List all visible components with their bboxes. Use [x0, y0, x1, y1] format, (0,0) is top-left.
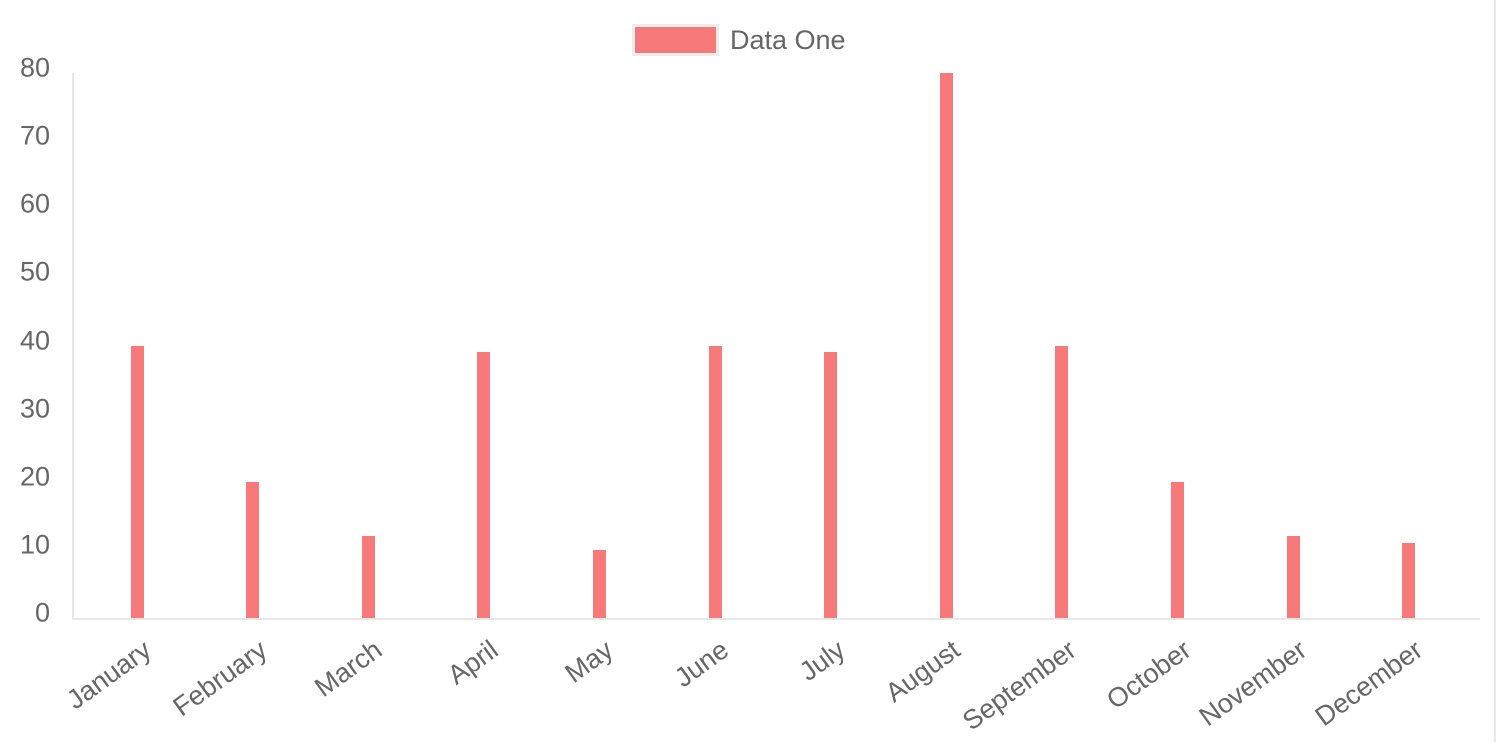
x-category-label: February: [167, 634, 273, 723]
y-tick-label: 10: [19, 529, 50, 560]
y-tick-label: 60: [19, 188, 50, 219]
bar-april[interactable]: [477, 352, 491, 618]
bar-november[interactable]: [1286, 536, 1300, 619]
legend-swatch-icon: [632, 24, 719, 56]
y-tick-label: 80: [19, 52, 50, 83]
bar-december[interactable]: [1402, 543, 1416, 618]
y-tick-label: 50: [19, 256, 50, 287]
legend-item-data-one[interactable]: Data One: [632, 24, 846, 56]
x-category-label: March: [309, 634, 388, 703]
x-category-label: November: [1194, 634, 1313, 732]
y-tick-label: 70: [19, 120, 50, 151]
y-tick-label: 40: [19, 325, 50, 355]
x-category-label: December: [1309, 634, 1429, 732]
x-category-label: May: [559, 634, 619, 689]
x-category-label: October: [1101, 634, 1197, 716]
bar-october[interactable]: [1170, 481, 1184, 619]
legend-label: Data One: [730, 24, 846, 55]
bar-march[interactable]: [361, 536, 375, 619]
bar-february[interactable]: [246, 481, 260, 619]
x-category-label: August: [880, 634, 966, 709]
bar-september[interactable]: [1055, 345, 1069, 618]
bar-june[interactable]: [708, 345, 722, 618]
x-axis-line: [72, 618, 1480, 620]
x-category-label: April: [441, 634, 504, 691]
y-tick-label: 30: [19, 393, 50, 424]
right-edge-divider: [1494, 0, 1496, 742]
x-category-label: September: [956, 634, 1082, 737]
bar-may[interactable]: [592, 549, 606, 618]
bar-july[interactable]: [824, 352, 838, 618]
x-category-label: July: [793, 634, 851, 687]
y-axis-line: [72, 73, 74, 620]
x-category-label: June: [669, 634, 735, 694]
x-category-label: January: [61, 634, 157, 716]
bar-august[interactable]: [939, 73, 953, 618]
bar-january[interactable]: [130, 345, 144, 618]
y-tick-label: 0: [34, 597, 50, 628]
y-tick-label: 20: [19, 461, 50, 492]
